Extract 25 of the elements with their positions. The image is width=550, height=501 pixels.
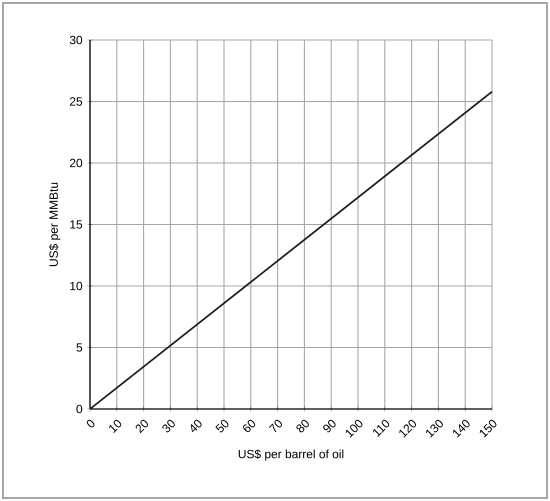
x-tick-label: 140 <box>452 420 470 438</box>
y-tick-label: 0 <box>76 404 82 414</box>
y-tick-label: 10 <box>70 282 82 290</box>
x-tick-label: 30 <box>162 420 175 432</box>
x-tick-label: 120 <box>399 420 416 438</box>
x-tick-label: 40 <box>190 420 202 432</box>
x-axis-title: US$ per barrel of oil <box>238 449 344 461</box>
y-tick-label: 15 <box>70 220 82 229</box>
y-tick-label: 30 <box>70 36 82 44</box>
x-tick-label: 110 <box>373 420 390 438</box>
x-tick-label: 10 <box>109 420 122 433</box>
y-tick-label: 20 <box>70 158 82 168</box>
x-tick-label: 0 <box>86 420 94 428</box>
y-tick-label: 5 <box>76 343 82 352</box>
x-tick-label: 90 <box>323 420 336 432</box>
y-tick-label: 25 <box>70 97 82 106</box>
x-tick-label: 130 <box>426 420 443 438</box>
x-tick-label: 100 <box>346 420 362 438</box>
y-axis-title: US$ per MMBtu <box>48 182 60 266</box>
x-tick-label: 80 <box>296 420 309 432</box>
x-tick-label: 50 <box>215 420 228 432</box>
x-tick-label: 150 <box>480 420 496 438</box>
x-tick-label: 20 <box>136 420 148 434</box>
x-tick-label: 60 <box>243 420 256 432</box>
x-tick-label: 70 <box>268 420 282 432</box>
